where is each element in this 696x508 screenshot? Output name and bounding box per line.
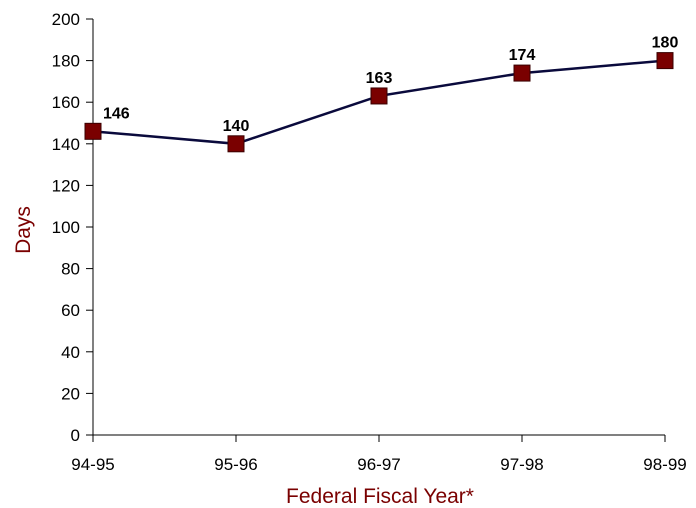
x-tick-label: 95-96 bbox=[214, 455, 257, 474]
y-tick-label: 80 bbox=[61, 260, 80, 279]
y-tick-label: 100 bbox=[52, 218, 80, 237]
data-point-marker bbox=[513, 64, 531, 82]
data-label: 146 bbox=[103, 105, 130, 122]
data-label: 163 bbox=[366, 70, 393, 87]
data-label: 140 bbox=[223, 118, 250, 135]
y-tick-label: 120 bbox=[52, 176, 80, 195]
y-tick-label: 60 bbox=[61, 301, 80, 320]
data-label: 174 bbox=[509, 47, 536, 64]
data-point-marker bbox=[84, 122, 102, 140]
y-tick-label: 0 bbox=[71, 426, 80, 445]
x-tick-label: 98-99 bbox=[643, 455, 686, 474]
series-layer bbox=[84, 52, 674, 153]
y-tick-label: 200 bbox=[52, 10, 80, 29]
y-axis-title: Days bbox=[12, 206, 35, 254]
y-tick-label: 160 bbox=[52, 93, 80, 112]
data-point-marker bbox=[656, 52, 674, 70]
y-tick-label: 20 bbox=[61, 384, 80, 403]
x-axis-title: Federal Fiscal Year* bbox=[286, 485, 474, 508]
x-tick-label: 96-97 bbox=[357, 455, 400, 474]
y-tick-label: 40 bbox=[61, 343, 80, 362]
y-tick-label: 180 bbox=[52, 52, 80, 71]
x-tick-label: 94-95 bbox=[71, 455, 114, 474]
axes bbox=[86, 18, 666, 442]
data-point-marker bbox=[370, 87, 388, 105]
data-label: 180 bbox=[652, 35, 679, 52]
tick-labels: 0 20 40 60 80 100 120 140 160 180 200 94-95 95-96 96-… bbox=[52, 10, 687, 474]
y-tick-label: 140 bbox=[52, 135, 80, 154]
data-point-marker bbox=[227, 135, 245, 153]
data-labels: 146 140 163 174 180 bbox=[103, 35, 678, 135]
x-tick-label: 97-98 bbox=[500, 455, 543, 474]
